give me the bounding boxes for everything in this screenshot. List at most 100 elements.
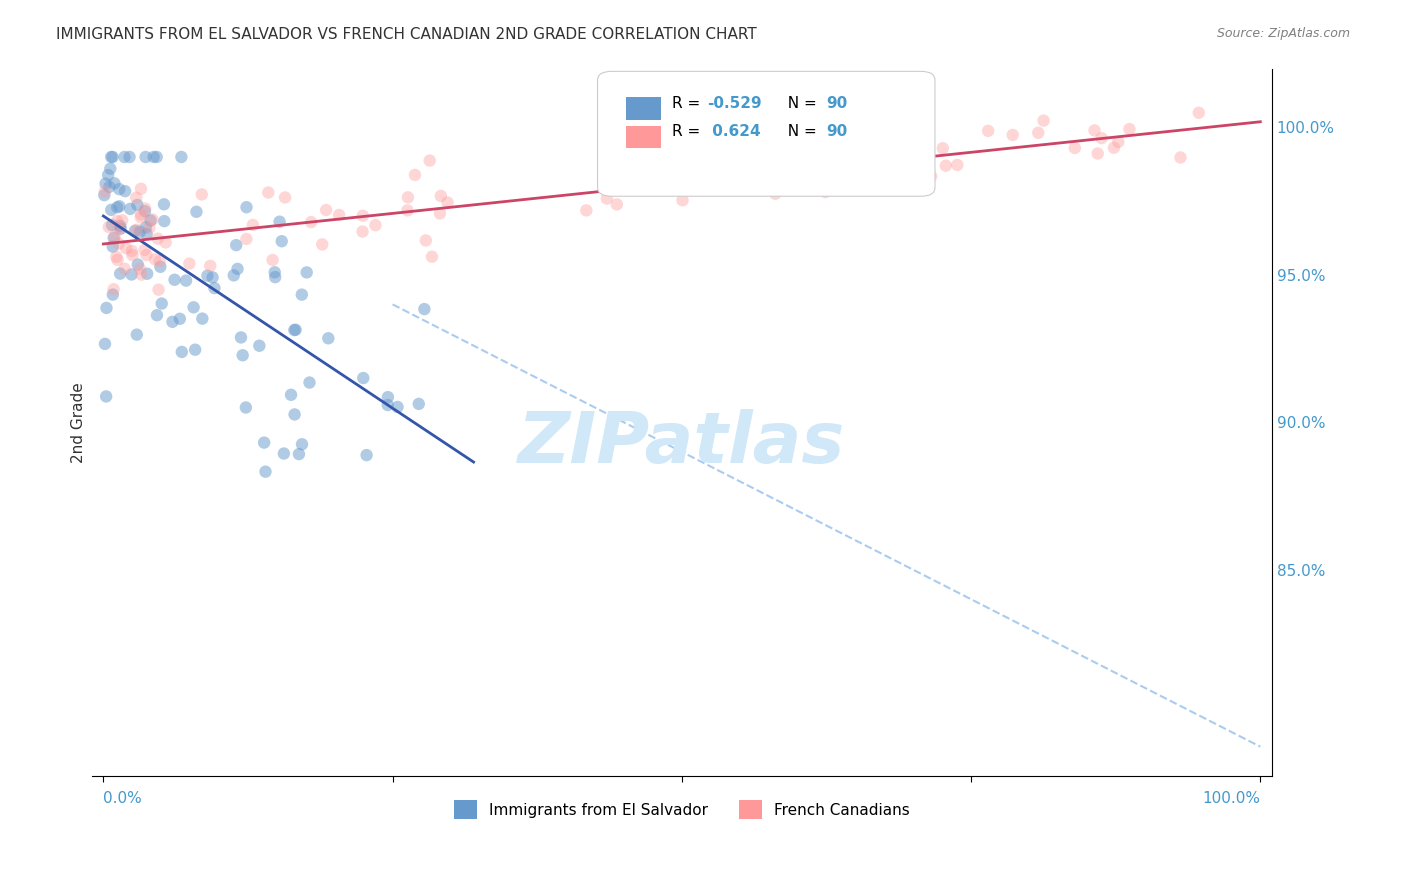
Point bbox=[131, 268, 153, 282]
Point bbox=[169, 311, 191, 326]
Point bbox=[225, 238, 247, 252]
Point bbox=[120, 202, 142, 216]
Point bbox=[814, 185, 837, 199]
Point bbox=[155, 235, 177, 250]
Point bbox=[269, 215, 291, 229]
Point bbox=[914, 153, 936, 167]
Point bbox=[740, 164, 762, 178]
Point bbox=[98, 179, 121, 194]
Point bbox=[129, 211, 152, 225]
Point bbox=[932, 141, 955, 155]
Point bbox=[103, 177, 125, 191]
Point bbox=[253, 435, 276, 450]
Point bbox=[174, 274, 197, 288]
Point bbox=[94, 185, 117, 199]
Point bbox=[136, 267, 159, 281]
Point bbox=[134, 204, 156, 219]
Point bbox=[920, 169, 942, 184]
Point bbox=[257, 186, 280, 200]
Point bbox=[763, 186, 786, 201]
Point bbox=[311, 237, 333, 252]
Point bbox=[841, 176, 863, 190]
Point bbox=[135, 227, 157, 241]
Point bbox=[912, 156, 935, 170]
Point bbox=[153, 197, 176, 211]
Point bbox=[291, 287, 314, 301]
Point bbox=[105, 200, 128, 214]
Text: 90: 90 bbox=[827, 125, 848, 139]
Point bbox=[413, 302, 436, 317]
Point bbox=[430, 189, 453, 203]
Point bbox=[295, 265, 318, 279]
Point bbox=[170, 345, 193, 359]
Point bbox=[318, 331, 340, 345]
Point bbox=[1087, 146, 1109, 161]
Point bbox=[125, 327, 148, 342]
Point bbox=[862, 146, 884, 161]
Point bbox=[1090, 131, 1112, 145]
Point bbox=[315, 202, 337, 217]
Point bbox=[263, 265, 285, 279]
Point bbox=[190, 187, 212, 202]
Point bbox=[114, 150, 136, 164]
Point bbox=[135, 220, 157, 235]
Point bbox=[1118, 122, 1140, 136]
Point bbox=[377, 390, 399, 404]
Point bbox=[1083, 123, 1105, 137]
Point bbox=[1032, 113, 1054, 128]
Point bbox=[105, 250, 128, 264]
Point bbox=[299, 215, 322, 229]
Point bbox=[1170, 151, 1192, 165]
Point bbox=[127, 258, 149, 272]
Point bbox=[170, 150, 193, 164]
Point bbox=[186, 204, 208, 219]
Point bbox=[96, 301, 118, 315]
Text: 100.0%: 100.0% bbox=[1202, 791, 1260, 805]
Point bbox=[273, 446, 295, 460]
Point bbox=[977, 124, 1000, 138]
Point bbox=[101, 218, 124, 232]
Point bbox=[124, 224, 146, 238]
Text: N =: N = bbox=[778, 96, 821, 111]
Point bbox=[283, 323, 305, 337]
Point bbox=[201, 270, 224, 285]
Point bbox=[135, 248, 157, 262]
Point bbox=[356, 448, 378, 462]
Point bbox=[134, 202, 156, 216]
Point bbox=[163, 273, 186, 287]
Point bbox=[103, 282, 125, 296]
Point bbox=[606, 197, 628, 211]
Point bbox=[162, 315, 184, 329]
Point bbox=[108, 199, 131, 213]
Point bbox=[142, 150, 165, 164]
Point bbox=[183, 301, 205, 315]
Point bbox=[121, 248, 143, 262]
Point bbox=[129, 182, 152, 196]
Point bbox=[1102, 141, 1125, 155]
Point bbox=[284, 323, 307, 337]
Point bbox=[352, 209, 374, 223]
Point bbox=[125, 191, 148, 205]
Point bbox=[128, 261, 150, 276]
Point bbox=[364, 218, 387, 232]
Point bbox=[671, 194, 693, 208]
Point bbox=[247, 339, 270, 353]
Point bbox=[148, 283, 170, 297]
Point bbox=[143, 252, 166, 267]
Point bbox=[108, 222, 131, 236]
Point bbox=[100, 202, 122, 217]
Text: R =: R = bbox=[672, 125, 706, 139]
Point bbox=[851, 145, 873, 159]
Point bbox=[94, 389, 117, 403]
Point bbox=[596, 192, 619, 206]
Point bbox=[146, 308, 169, 322]
Point bbox=[222, 268, 245, 283]
Point bbox=[935, 159, 957, 173]
Point bbox=[149, 254, 172, 268]
Text: IMMIGRANTS FROM EL SALVADOR VS FRENCH CANADIAN 2ND GRADE CORRELATION CHART: IMMIGRANTS FROM EL SALVADOR VS FRENCH CA… bbox=[56, 27, 756, 42]
Text: -0.529: -0.529 bbox=[707, 96, 762, 111]
Point bbox=[107, 236, 129, 251]
Point bbox=[103, 231, 125, 245]
Point bbox=[93, 188, 115, 202]
Point bbox=[235, 232, 257, 246]
